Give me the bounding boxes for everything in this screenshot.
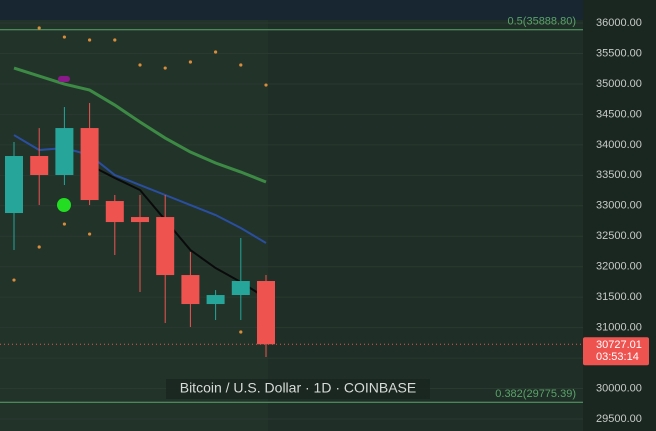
fib-label: 0.5(35888.80) <box>508 16 577 28</box>
indicator-dot <box>12 278 16 282</box>
indicator-dot <box>62 35 66 39</box>
cloud-area <box>0 20 268 431</box>
last-price-box <box>583 337 649 366</box>
indicator-dot <box>239 63 243 67</box>
candle-body <box>231 281 250 296</box>
y-tick-label: 35000.00 <box>596 78 642 90</box>
y-tick-label: 32500.00 <box>596 230 642 242</box>
last-price-label: 30727.01 <box>596 339 642 351</box>
y-tick-label: 30000.00 <box>596 382 642 394</box>
price-axis <box>583 0 656 431</box>
candle-body <box>55 128 74 176</box>
candle-body <box>30 156 49 176</box>
indicator-dot <box>163 66 167 70</box>
y-tick-label: 34500.00 <box>596 108 642 120</box>
candle-body <box>80 128 99 201</box>
indicator-dot <box>62 222 66 226</box>
y-tick-label: 31500.00 <box>596 291 642 303</box>
candle-body <box>181 275 200 305</box>
signal-dot <box>57 198 71 212</box>
top-band <box>0 0 583 20</box>
y-tick-label: 29500.00 <box>596 413 642 425</box>
indicator-dot <box>138 63 142 67</box>
legend-text: Bitcoin / U.S. Dollar · 1D · COINBASE <box>180 380 417 396</box>
y-tick-label: 33000.00 <box>596 200 642 212</box>
indicator-dot <box>88 38 92 42</box>
candle-body <box>257 281 275 345</box>
y-tick-label: 32000.00 <box>596 261 642 273</box>
candle-body <box>131 217 149 223</box>
indicator-dot <box>214 50 218 54</box>
candle-body <box>105 201 124 223</box>
candle-body <box>206 295 225 305</box>
indicator-dot <box>37 26 41 30</box>
fib-label: 0.382(29775.39) <box>495 388 576 400</box>
indicator-line <box>89 164 267 299</box>
indicator-dot <box>264 83 268 87</box>
y-tick-label: 35500.00 <box>596 47 642 59</box>
y-tick-label: 36000.00 <box>596 17 642 29</box>
indicator-line <box>13 66 267 184</box>
indicator-dot <box>113 38 117 42</box>
legend-bg <box>166 379 430 399</box>
indicator-dot <box>88 232 92 236</box>
y-tick-label: 31000.00 <box>596 322 642 334</box>
candle-body <box>5 156 23 214</box>
candle-body <box>156 217 175 276</box>
y-tick-label: 33500.00 <box>596 169 642 181</box>
indicator-dot <box>239 330 243 334</box>
indicator-dot <box>188 60 192 64</box>
indicator-dot <box>37 245 41 249</box>
countdown-label: 03:53:14 <box>596 351 639 363</box>
signal-mark <box>58 76 70 82</box>
y-tick-label: 34000.00 <box>596 139 642 151</box>
